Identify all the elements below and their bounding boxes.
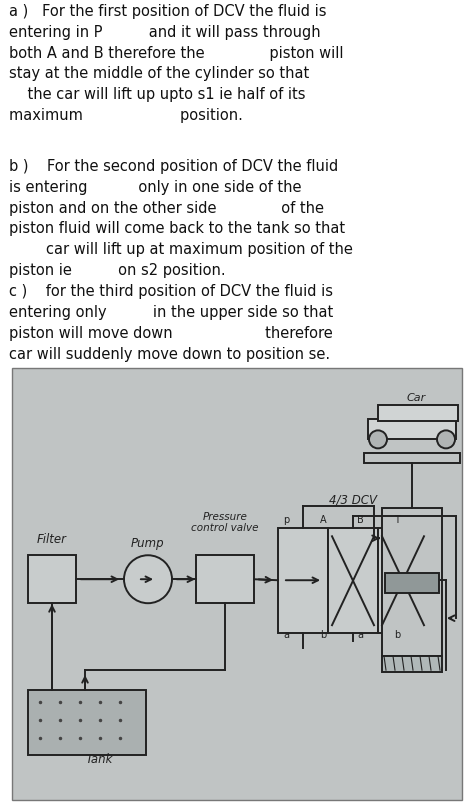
- Text: a: a: [283, 630, 289, 640]
- Text: B: B: [356, 515, 364, 526]
- Bar: [278, 528, 328, 633]
- Text: 4/3 DCV: 4/3 DCV: [329, 493, 377, 506]
- Text: a: a: [357, 630, 363, 640]
- Bar: [196, 556, 254, 603]
- Text: p: p: [283, 515, 289, 526]
- Bar: [378, 405, 458, 421]
- Bar: [28, 690, 146, 755]
- Circle shape: [124, 556, 172, 603]
- Text: T: T: [394, 515, 400, 526]
- Circle shape: [369, 430, 387, 449]
- Bar: [385, 573, 439, 593]
- Bar: [368, 420, 456, 439]
- Bar: [378, 528, 428, 633]
- Text: Filter: Filter: [37, 533, 67, 546]
- Bar: [364, 454, 460, 463]
- Bar: [382, 509, 442, 656]
- Text: b: b: [320, 630, 326, 640]
- Text: a )   For the first position of DCV the fluid is
entering in P          and it w: a ) For the first position of DCV the fl…: [9, 4, 344, 123]
- Text: Car: Car: [406, 394, 426, 403]
- Text: b )    For the second position of DCV the fluid
is entering           only in on: b ) For the second position of DCV the f…: [9, 159, 353, 278]
- Text: b: b: [394, 630, 400, 640]
- Bar: [28, 556, 76, 603]
- Text: Tank: Tank: [85, 753, 113, 766]
- Bar: [382, 656, 442, 672]
- Text: Pressure
control valve: Pressure control valve: [191, 512, 259, 533]
- Text: c )    for the third position of DCV the fluid is
entering only          in the : c ) for the third position of DCV the fl…: [9, 284, 334, 362]
- Text: A: A: [319, 515, 326, 526]
- Text: Pump: Pump: [131, 537, 165, 550]
- Bar: [328, 528, 378, 633]
- Circle shape: [437, 430, 455, 449]
